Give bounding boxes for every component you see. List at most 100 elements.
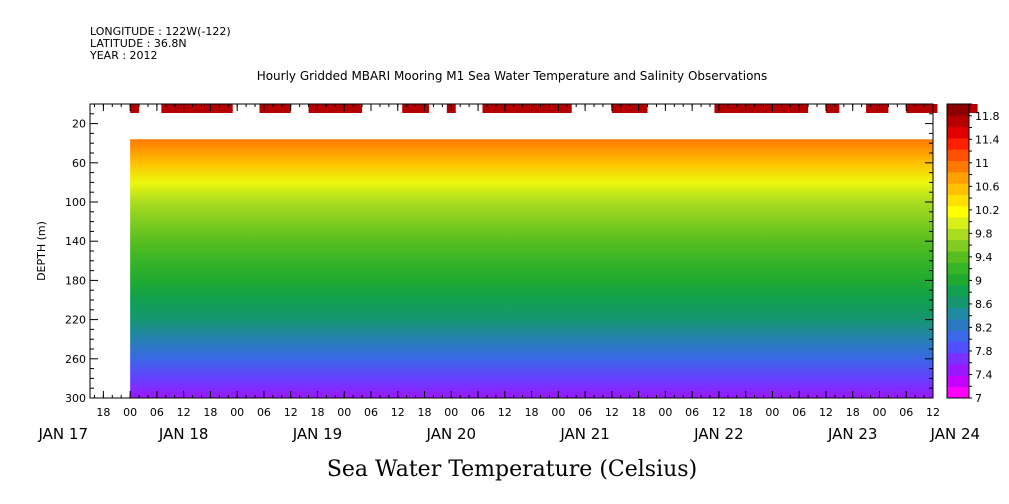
x-tick-label: 18	[418, 406, 432, 419]
x-tick-label: 00	[765, 406, 779, 419]
x-tick-label: 06	[257, 406, 271, 419]
colorbar-tick-label: 11.8	[975, 110, 1000, 123]
plot-area	[130, 139, 934, 398]
colorbar-swatch	[947, 104, 969, 116]
colorbar-tick-label: 10.6	[975, 180, 1000, 193]
colorbar-swatch	[947, 126, 969, 139]
surface-obs-marker	[482, 104, 572, 113]
colorbar-swatch	[947, 228, 969, 241]
colorbar-swatch	[947, 251, 969, 263]
x-tick-label: 06	[150, 406, 164, 419]
y-axis: 20 60 100 140 180 220 260 300	[65, 103, 933, 405]
x-tick-label: 18	[525, 406, 539, 419]
colorbar-swatch	[947, 318, 969, 331]
colorbar-swatch	[947, 273, 969, 286]
x-tick-label: 06	[471, 406, 485, 419]
x-tick-label: 06	[685, 406, 699, 419]
colorbar-tick-label: 10.2	[975, 204, 1000, 217]
latitude-label: LATITUDE : 36.8N	[90, 37, 187, 50]
surface-obs-marker	[968, 104, 978, 113]
colorbar-swatch	[947, 115, 969, 128]
x-tick-label: 00	[337, 406, 351, 419]
date-label: JAN 23	[827, 425, 878, 443]
surface-obs-marker	[130, 104, 140, 113]
date-label: JAN 22	[693, 425, 744, 443]
surface-obs-marker	[308, 104, 363, 113]
x-tick-label: 18	[310, 406, 324, 419]
x-tick-label: 18	[846, 406, 860, 419]
colorbar-swatch	[947, 262, 969, 275]
x-tick-label: 12	[284, 406, 298, 419]
colorbar-swatch	[947, 137, 969, 150]
x-tick-label: 12	[605, 406, 619, 419]
colorbar-swatch	[947, 239, 969, 252]
colorbar-tick-label: 11	[975, 157, 989, 170]
y-tick-label: 180	[65, 274, 86, 287]
surface-obs-marker	[906, 104, 938, 113]
x-tick-label: 00	[658, 406, 672, 419]
colorbar-swatch	[947, 160, 969, 173]
surface-obs-marker	[402, 104, 429, 113]
y-axis-label: DEPTH (m)	[35, 221, 48, 281]
date-label: JAN 24	[930, 425, 981, 443]
colorbar-swatch	[947, 284, 969, 297]
surface-observation-markers	[130, 104, 978, 113]
x-tick-label: 06	[578, 406, 592, 419]
colorbar-swatch	[947, 352, 969, 365]
x-tick-label: 00	[551, 406, 565, 419]
x-axis: 18 00 06 12 18 00 06 12 18 00 06 12 18 00 06 12 18 00 06 12…	[37, 104, 980, 443]
x-tick-label: 00	[444, 406, 458, 419]
colorbar-swatch	[947, 364, 969, 376]
x-tick-label: 18	[203, 406, 217, 419]
colorbar-swatch	[947, 171, 969, 184]
x-tick-label: 00	[123, 406, 137, 419]
surface-obs-marker	[161, 104, 233, 113]
colorbar-tick-label: 8.2	[975, 321, 993, 334]
colorbar-swatch	[947, 307, 969, 320]
x-tick-label: 12	[819, 406, 833, 419]
y-tick-label: 260	[65, 353, 86, 366]
y-tick-label: 300	[65, 392, 86, 405]
surface-obs-marker	[866, 104, 889, 113]
colorbar-swatch	[947, 330, 969, 342]
colorbar-swatch	[947, 205, 969, 218]
colorbar-swatch	[947, 194, 969, 207]
date-label: JAN 19	[292, 425, 343, 443]
colorbar-tick-label: 9.4	[975, 251, 993, 264]
y-tick-label: 100	[65, 196, 86, 209]
date-label: JAN 21	[559, 425, 610, 443]
colorbar-title: Sea Water Temperature (Celsius)	[327, 457, 697, 482]
x-tick-label: 00	[872, 406, 886, 419]
colorbar-swatch	[947, 341, 969, 354]
x-tick-label: 18	[96, 406, 110, 419]
x-tick-label: 18	[739, 406, 753, 419]
y-tick-label: 140	[65, 235, 86, 248]
date-label: JAN 17	[37, 425, 88, 443]
surface-obs-marker	[825, 104, 840, 113]
temperature-field	[130, 139, 934, 398]
colorbar-tick-label: 9.8	[975, 227, 993, 240]
colorbar-tick-label: 7.4	[975, 368, 993, 381]
colorbar-swatch	[947, 386, 969, 399]
x-tick-label: 12	[498, 406, 512, 419]
date-label: JAN 20	[426, 425, 477, 443]
colorbar: 11.8 11.4 11 10.6 10.2 9.8 9.4 9 8.6 8.2 7.8 7.4 7	[946, 103, 1000, 405]
surface-obs-marker	[611, 104, 648, 113]
colorbar-tick-label: 9	[975, 274, 982, 287]
colorbar-tick-label: 7.8	[975, 345, 993, 358]
surface-obs-marker	[714, 104, 809, 113]
x-tick-label: 12	[712, 406, 726, 419]
x-tick-label: 18	[632, 406, 646, 419]
colorbar-swatch	[947, 183, 969, 195]
colorbar-swatch	[947, 217, 969, 229]
x-tick-label: 12	[926, 406, 940, 419]
colorbar-swatch	[947, 375, 969, 388]
year-label: YEAR : 2012	[89, 49, 158, 62]
x-tick-label: 12	[391, 406, 405, 419]
y-tick-label: 20	[72, 118, 86, 131]
date-label: JAN 18	[158, 425, 209, 443]
x-tick-label: 06	[792, 406, 806, 419]
y-tick-label: 220	[65, 314, 86, 327]
colorbar-tick-label: 7	[975, 392, 982, 405]
